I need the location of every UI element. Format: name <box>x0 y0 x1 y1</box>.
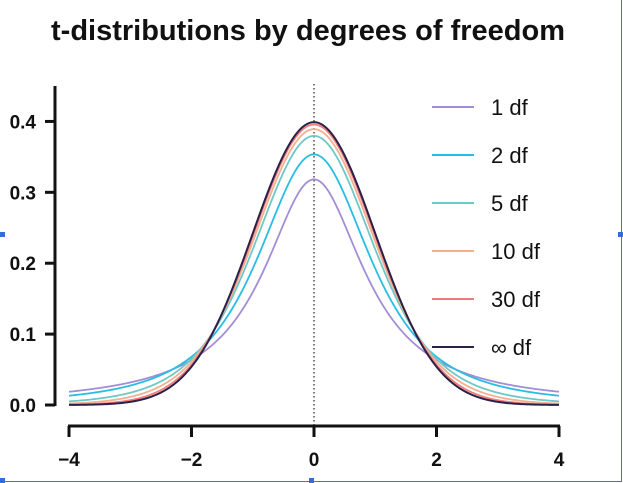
series-line-3 <box>68 134 560 403</box>
legend-label: 10 df <box>491 239 541 264</box>
series-line-1 <box>68 178 560 393</box>
resize-handle-right[interactable] <box>618 232 623 237</box>
y-tick-label: 0.2 <box>10 254 36 275</box>
x-tick-label: 0 <box>309 450 320 471</box>
legend-label: 5 df <box>491 191 529 216</box>
x-tick-label: −2 <box>181 450 203 471</box>
legend: 1 df 2 df 5 df 10 df 30 df ∞ df <box>432 95 541 360</box>
curves <box>68 121 560 406</box>
series-line-2 <box>68 153 560 397</box>
y-tick-label: 0.4 <box>10 112 37 133</box>
series-line-4 <box>68 128 560 405</box>
resize-handle-bottom-left[interactable] <box>0 478 5 483</box>
y-tick-label: 0.0 <box>10 396 36 417</box>
series-line-5 <box>68 123 560 406</box>
x-tick-label: 2 <box>431 450 442 471</box>
resize-handle-left[interactable] <box>0 232 5 237</box>
legend-label: 1 df <box>491 95 529 120</box>
x-tick-label: 4 <box>554 450 565 471</box>
chart-title: t-distributions by degrees of freedom <box>51 15 565 47</box>
x-tick-label: −4 <box>58 450 80 471</box>
y-tick-label: 0.3 <box>10 183 36 204</box>
legend-label: 30 df <box>491 287 541 312</box>
resize-handle-bottom[interactable] <box>309 478 314 483</box>
axes: 0.0 0.1 0.2 0.3 0.4 −4 −2 0 2 4 <box>10 84 565 471</box>
series-line-6 <box>68 121 560 406</box>
legend-label: ∞ df <box>491 335 532 360</box>
y-tick-label: 0.1 <box>10 325 37 346</box>
legend-label: 2 df <box>491 143 529 168</box>
